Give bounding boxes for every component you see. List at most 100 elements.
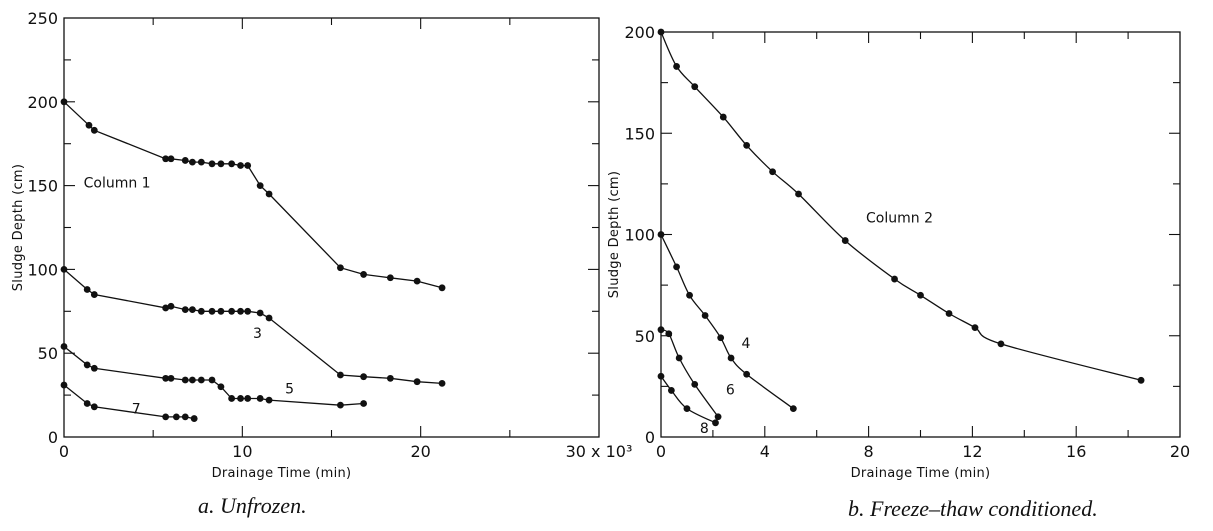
data-point	[217, 160, 225, 168]
data-point	[795, 190, 802, 198]
data-point	[244, 395, 252, 402]
data-point	[83, 400, 91, 407]
data-point	[256, 395, 264, 402]
data-point	[244, 307, 252, 315]
data-point	[189, 376, 196, 384]
y-tick-label: 150	[27, 177, 58, 196]
caption-unfrozen: a. Unfrozen.	[198, 493, 307, 518]
y-tick-label: 150	[624, 124, 655, 143]
data-point	[337, 371, 344, 379]
data-point	[891, 275, 898, 283]
x-tick-label: 20	[1170, 442, 1190, 461]
data-point	[181, 376, 189, 384]
x-axis-title: Drainage Time (min)	[212, 466, 352, 481]
data-point	[217, 383, 225, 391]
data-point	[360, 373, 367, 381]
data-point	[197, 376, 205, 384]
data-point	[673, 263, 680, 271]
series-line	[63, 384, 195, 420]
data-point	[60, 266, 68, 273]
data-point	[162, 304, 170, 312]
series-line	[660, 375, 716, 424]
data-point	[657, 231, 665, 238]
series-label: 8	[700, 421, 709, 437]
plot-frame	[63, 17, 600, 438]
data-point	[167, 302, 175, 310]
x-tick-label: 16	[1066, 442, 1086, 461]
series-label: 7	[132, 402, 141, 418]
data-point	[197, 158, 205, 166]
data-point	[1137, 376, 1145, 384]
data-point	[265, 190, 273, 198]
data-point	[719, 113, 727, 121]
data-point	[657, 372, 665, 380]
data-point	[228, 395, 236, 402]
series-label: 6	[726, 382, 735, 398]
data-point	[217, 307, 225, 315]
data-point	[386, 374, 394, 382]
data-point	[90, 364, 98, 372]
data-point	[190, 415, 198, 422]
data-point	[657, 326, 665, 334]
data-point	[413, 277, 421, 285]
y-tick-label: 0	[645, 428, 655, 447]
series-label: 3	[253, 326, 262, 342]
data-point	[360, 400, 367, 407]
data-point	[337, 401, 344, 409]
data-point	[189, 158, 196, 166]
data-point	[673, 63, 680, 70]
y-tick-label: 200	[27, 93, 58, 112]
data-point	[167, 155, 175, 163]
data-point	[743, 370, 751, 378]
data-point	[208, 307, 216, 315]
data-point	[265, 314, 273, 322]
data-point	[83, 286, 91, 293]
data-point	[244, 162, 252, 169]
data-point	[228, 307, 236, 315]
series-line	[63, 345, 364, 406]
y-tick-label: 100	[624, 226, 655, 245]
data-point	[665, 330, 673, 338]
caption-freeze-thaw: b. Freeze–thaw conditioned.	[848, 496, 1098, 521]
data-point	[917, 291, 924, 299]
data-point	[691, 380, 699, 388]
data-point	[162, 374, 170, 382]
series-line	[63, 101, 443, 289]
data-point	[162, 155, 170, 163]
data-point	[413, 378, 421, 386]
data-point	[181, 306, 189, 314]
data-point	[717, 334, 725, 342]
data-point	[360, 271, 367, 278]
data-point	[438, 284, 446, 292]
series-label: Column 2	[866, 210, 933, 226]
data-point	[256, 309, 264, 317]
data-point	[256, 182, 264, 190]
data-point	[265, 396, 273, 404]
x-tick-label: 0	[656, 442, 666, 461]
data-point	[90, 291, 98, 298]
series-label: 4	[741, 336, 750, 352]
data-point	[60, 343, 68, 350]
y-tick-label: 50	[635, 327, 655, 346]
data-point	[228, 160, 236, 168]
data-point	[727, 354, 735, 362]
chart-panel-unfrozen: 0 10 20 30 x 10³ 0 50 100 150 200 250 Drainage Tim…	[11, 9, 632, 481]
data-point	[189, 306, 196, 314]
data-point	[789, 405, 797, 413]
data-point	[743, 142, 751, 149]
data-point	[667, 387, 675, 394]
data-point	[208, 160, 216, 168]
data-point	[997, 340, 1005, 348]
data-point	[162, 413, 170, 421]
x-axis-title: Drainage Time (min)	[851, 466, 991, 481]
series-line	[660, 31, 1142, 381]
data-point	[237, 162, 244, 169]
data-point	[337, 264, 344, 272]
plot-frame	[660, 31, 1181, 438]
data-point	[686, 291, 693, 299]
x-tick-label: 8	[864, 442, 874, 461]
data-point	[675, 354, 683, 362]
data-point	[83, 361, 91, 369]
y-tick-label: 50	[38, 344, 58, 363]
